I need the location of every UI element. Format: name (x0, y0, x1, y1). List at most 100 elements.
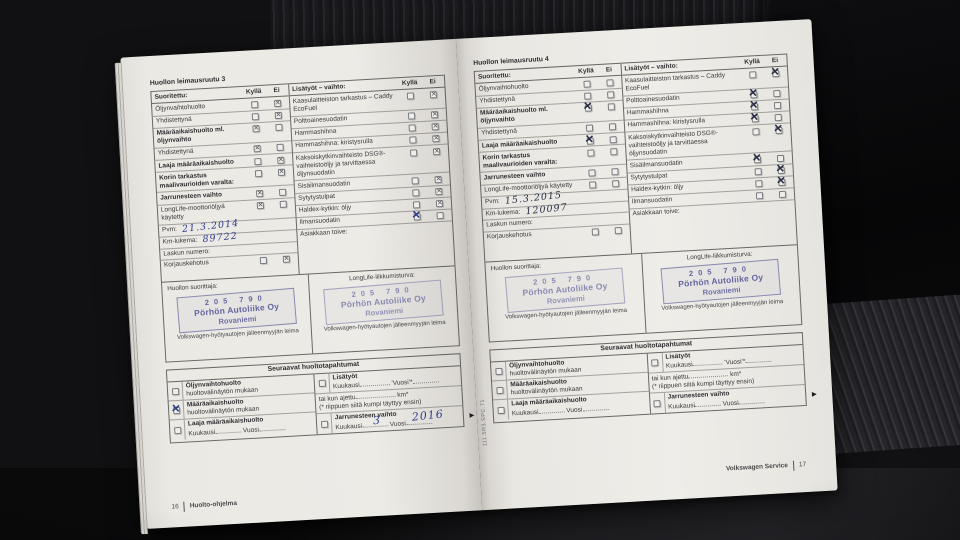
checkbox (173, 426, 181, 434)
checkbox (586, 149, 595, 157)
checkbox: ✕ (776, 175, 786, 188)
checkbox (611, 180, 619, 188)
checkbox (254, 169, 262, 178)
performer-stamp-cell: Huollon suorittaja: 205 790 Pörhön Autol… (485, 254, 647, 342)
checkbox (591, 228, 599, 236)
checkbox (412, 189, 420, 197)
longlife-stamp-cell: LongLife-liikkumisturva: 205 790 Pörhön … (642, 246, 802, 334)
checkbox: ✕ (584, 133, 594, 146)
checkbox (409, 148, 418, 157)
printed-check-mark: ✕ (253, 125, 260, 133)
pen-check-mark: ✕ (775, 162, 786, 176)
checkbox: ✕ (432, 135, 440, 143)
checkbox (408, 124, 416, 133)
brake-year-handwritten: 2016 (411, 407, 445, 425)
checkbox: ✕ (582, 100, 593, 114)
month-label: Kuukausi (511, 408, 539, 417)
longlife-stamp-cell: LongLife-liikkumisturva: 205 790 Pörhön … (309, 267, 459, 354)
performer-stamp-cell: Huollon suorittaja: 205 790 Pörhön Autol… (162, 274, 314, 363)
checkbox: ✕ (748, 87, 758, 100)
checkbox (776, 154, 785, 163)
checkbox (585, 124, 593, 133)
checkbox (251, 113, 259, 121)
performed-column: Suoritettu: Kyllä Ei Öljynvaihtohuolto ✕ Y… (151, 84, 300, 283)
customer-wish-row: Asiakkaan toive: (297, 221, 455, 274)
checkbox: ✕ (282, 255, 290, 264)
checkbox: ✕ (256, 202, 264, 210)
performed-rows: Öljynvaihtohuolto ✕ Yhdistettynä ✕ Määräaika… (152, 96, 296, 226)
printed-check-mark: ✕ (431, 111, 439, 119)
printed-check-mark: ✕ (432, 123, 439, 131)
checkbox (749, 71, 757, 79)
year-label: Vuosi (566, 406, 583, 414)
checkbox (774, 114, 782, 122)
row-label: Määräaikaishuolto ml. öljynvaihto (479, 106, 549, 126)
checkbox (614, 227, 622, 235)
printed-check-mark: ✕ (257, 202, 264, 210)
page-left: Huollon leimausruutu 3 Suoritettu: Kyllä… (120, 38, 483, 529)
checkbox (583, 80, 591, 88)
row-label: Kaksoiskytkinvaihteisto DSG®-vaihteistoö… (628, 129, 718, 158)
next-services-section: Seuraavat huoltotapahtumat Öljynvaihtohu… (489, 332, 818, 424)
checkbox: ✕ (255, 189, 264, 198)
checkbox (605, 79, 614, 87)
page-right: Huollon leimausruutu 4 Suoritettu: Kyllä… (455, 19, 838, 511)
printed-check-mark: ✕ (436, 188, 443, 196)
checkbox (651, 359, 659, 367)
printed-check-mark: ✕ (278, 168, 285, 176)
repair-note-label: Korjauskehotus (486, 231, 532, 241)
checkbox (276, 144, 284, 152)
checkbox: ✕ (749, 112, 759, 125)
customer-wish-row: Asiakkaan toive: (629, 200, 797, 254)
checkbox (609, 147, 618, 156)
extras-column: Lisätyöt – vaihto: Kyllä Ei Kaasulaittei… (288, 76, 455, 274)
km-unit-label: km* (729, 370, 742, 379)
year-label: Vuosi (722, 399, 739, 408)
checkbox (495, 386, 504, 395)
checkbox: ✕ (170, 403, 180, 416)
printed-check-mark: ✕ (274, 99, 281, 108)
printed-check-mark: ✕ (433, 147, 441, 155)
checkbox (409, 136, 417, 145)
pen-check-mark: ✕ (773, 122, 784, 135)
checkbox: ✕ (430, 111, 439, 119)
yes-column-header: Kyllä (744, 58, 761, 67)
no-column-header: Ei (429, 78, 436, 86)
checkbox (259, 257, 267, 265)
checkbox (752, 127, 760, 136)
dealer-stamp: 205 790 Pörhön Autoliike Oy Rovaniemi (176, 288, 297, 335)
checkbox: ✕ (770, 66, 780, 79)
checkbox: ✕ (434, 175, 442, 184)
print-code: 111.5R3.SPC.71 (479, 398, 489, 447)
service-booklet: Huollon leimausruutu 3 Suoritettu: Kyllä… (120, 19, 838, 529)
arrow-icon: ► (467, 410, 477, 420)
arrow-icon: ► (810, 388, 819, 399)
date-label: Pvm: (161, 225, 178, 234)
yes-column-header: Kyllä (401, 79, 418, 88)
checkbox (171, 387, 179, 395)
checkbox: ✕ (749, 99, 759, 112)
checkbox: ✕ (775, 162, 786, 176)
printed-check-mark: ✕ (275, 111, 282, 120)
page-number: 16 (171, 503, 179, 511)
customer-wish-label: Asiakkaan toive: (632, 208, 680, 218)
checkbox (494, 367, 503, 375)
checkbox (412, 201, 421, 209)
year-label: Vuosi (242, 426, 260, 435)
checkbox: ✕ (276, 156, 285, 164)
date-label: Pvm: (484, 197, 500, 206)
checkbox: ✕ (277, 168, 285, 176)
performed-column: Suoritettu: Kyllä Ei Öljynvaihtohuolto Yh… (474, 64, 632, 263)
checkbox (275, 123, 283, 132)
row-label: Määräaikaishuolto ml. öljynvaihto (156, 126, 225, 146)
page-number: 17 (798, 460, 807, 469)
pen-check-mark: ✕ (751, 152, 762, 165)
page-footer: Volkswagen Service 17 (726, 460, 807, 474)
extras-column: Lisätyöt – vaihto: Kyllä Ei Kaasulaittei… (621, 54, 797, 254)
printed-check-mark: ✕ (277, 156, 285, 164)
pen-check-mark: ✕ (582, 100, 593, 114)
checkbox (587, 169, 596, 177)
year-label: Vuosi (389, 419, 407, 428)
odometer-label: Km-lukema: (485, 208, 521, 218)
